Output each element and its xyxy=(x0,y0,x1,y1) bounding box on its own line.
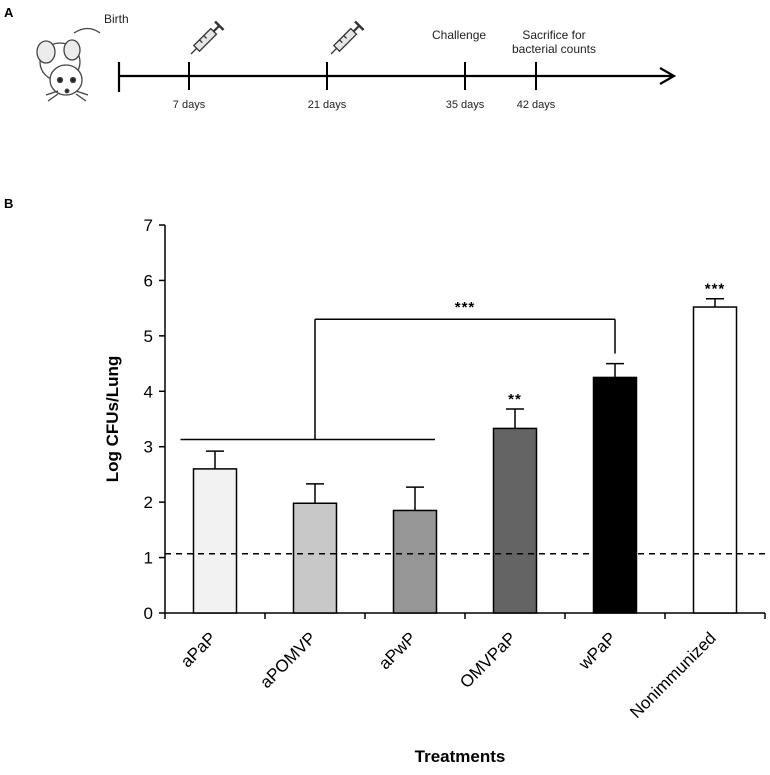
significance-stars: *** xyxy=(705,281,726,298)
challenge-label: Challenge xyxy=(432,28,486,42)
y-tick-label: 4 xyxy=(144,382,153,401)
sacrifice-label-line2: bacterial counts xyxy=(512,42,596,56)
day-label-21: 21 days xyxy=(308,99,347,111)
x-tick-label: aPOMVP xyxy=(256,628,320,692)
bracket-significance-stars: *** xyxy=(455,299,476,316)
y-axis-title: Log CFUs/Lung xyxy=(103,356,122,483)
y-tick-label: 0 xyxy=(144,604,153,623)
x-tick-label: OMVPaP xyxy=(456,628,520,692)
bar xyxy=(192,468,238,614)
bar xyxy=(292,502,338,614)
day-label-35: 35 days xyxy=(446,99,485,111)
y-tick-label: 5 xyxy=(144,327,153,346)
y-tick-label: 6 xyxy=(144,271,153,290)
y-tick-label: 1 xyxy=(144,549,153,568)
day-label-7: 7 days xyxy=(173,99,206,111)
syringe-icon xyxy=(330,20,365,55)
panel-b-label: B xyxy=(4,196,13,211)
birth-label: Birth xyxy=(104,12,129,26)
x-tick-label: aPaP xyxy=(177,628,220,671)
syringe-icon xyxy=(190,20,225,55)
significance-stars: ** xyxy=(508,391,522,408)
timeline-arrow-head xyxy=(659,67,677,85)
bar-chart: 0 1 2 3 4 5 6 7 aPaP aPOMVP aPwP ** OMVPaP wPaP *** Non… xyxy=(103,216,766,766)
sacrifice-label-line1: Sacrifice for xyxy=(522,28,585,42)
y-tick-label: 2 xyxy=(144,493,153,512)
y-tick-label: 7 xyxy=(144,216,153,235)
bar xyxy=(492,427,538,614)
x-tick-label: wPaP xyxy=(574,628,620,674)
x-axis-title: Treatments xyxy=(415,747,506,766)
x-tick-label: Nonimmunized xyxy=(626,628,720,722)
panel-a-label: A xyxy=(4,5,14,20)
mouse-icon xyxy=(36,27,101,102)
y-tick-label: 3 xyxy=(144,438,153,457)
x-tick-label: aPwP xyxy=(375,628,420,673)
bar xyxy=(692,306,738,614)
day-label-42: 42 days xyxy=(517,99,556,111)
bar xyxy=(392,509,438,614)
bar xyxy=(592,376,638,614)
